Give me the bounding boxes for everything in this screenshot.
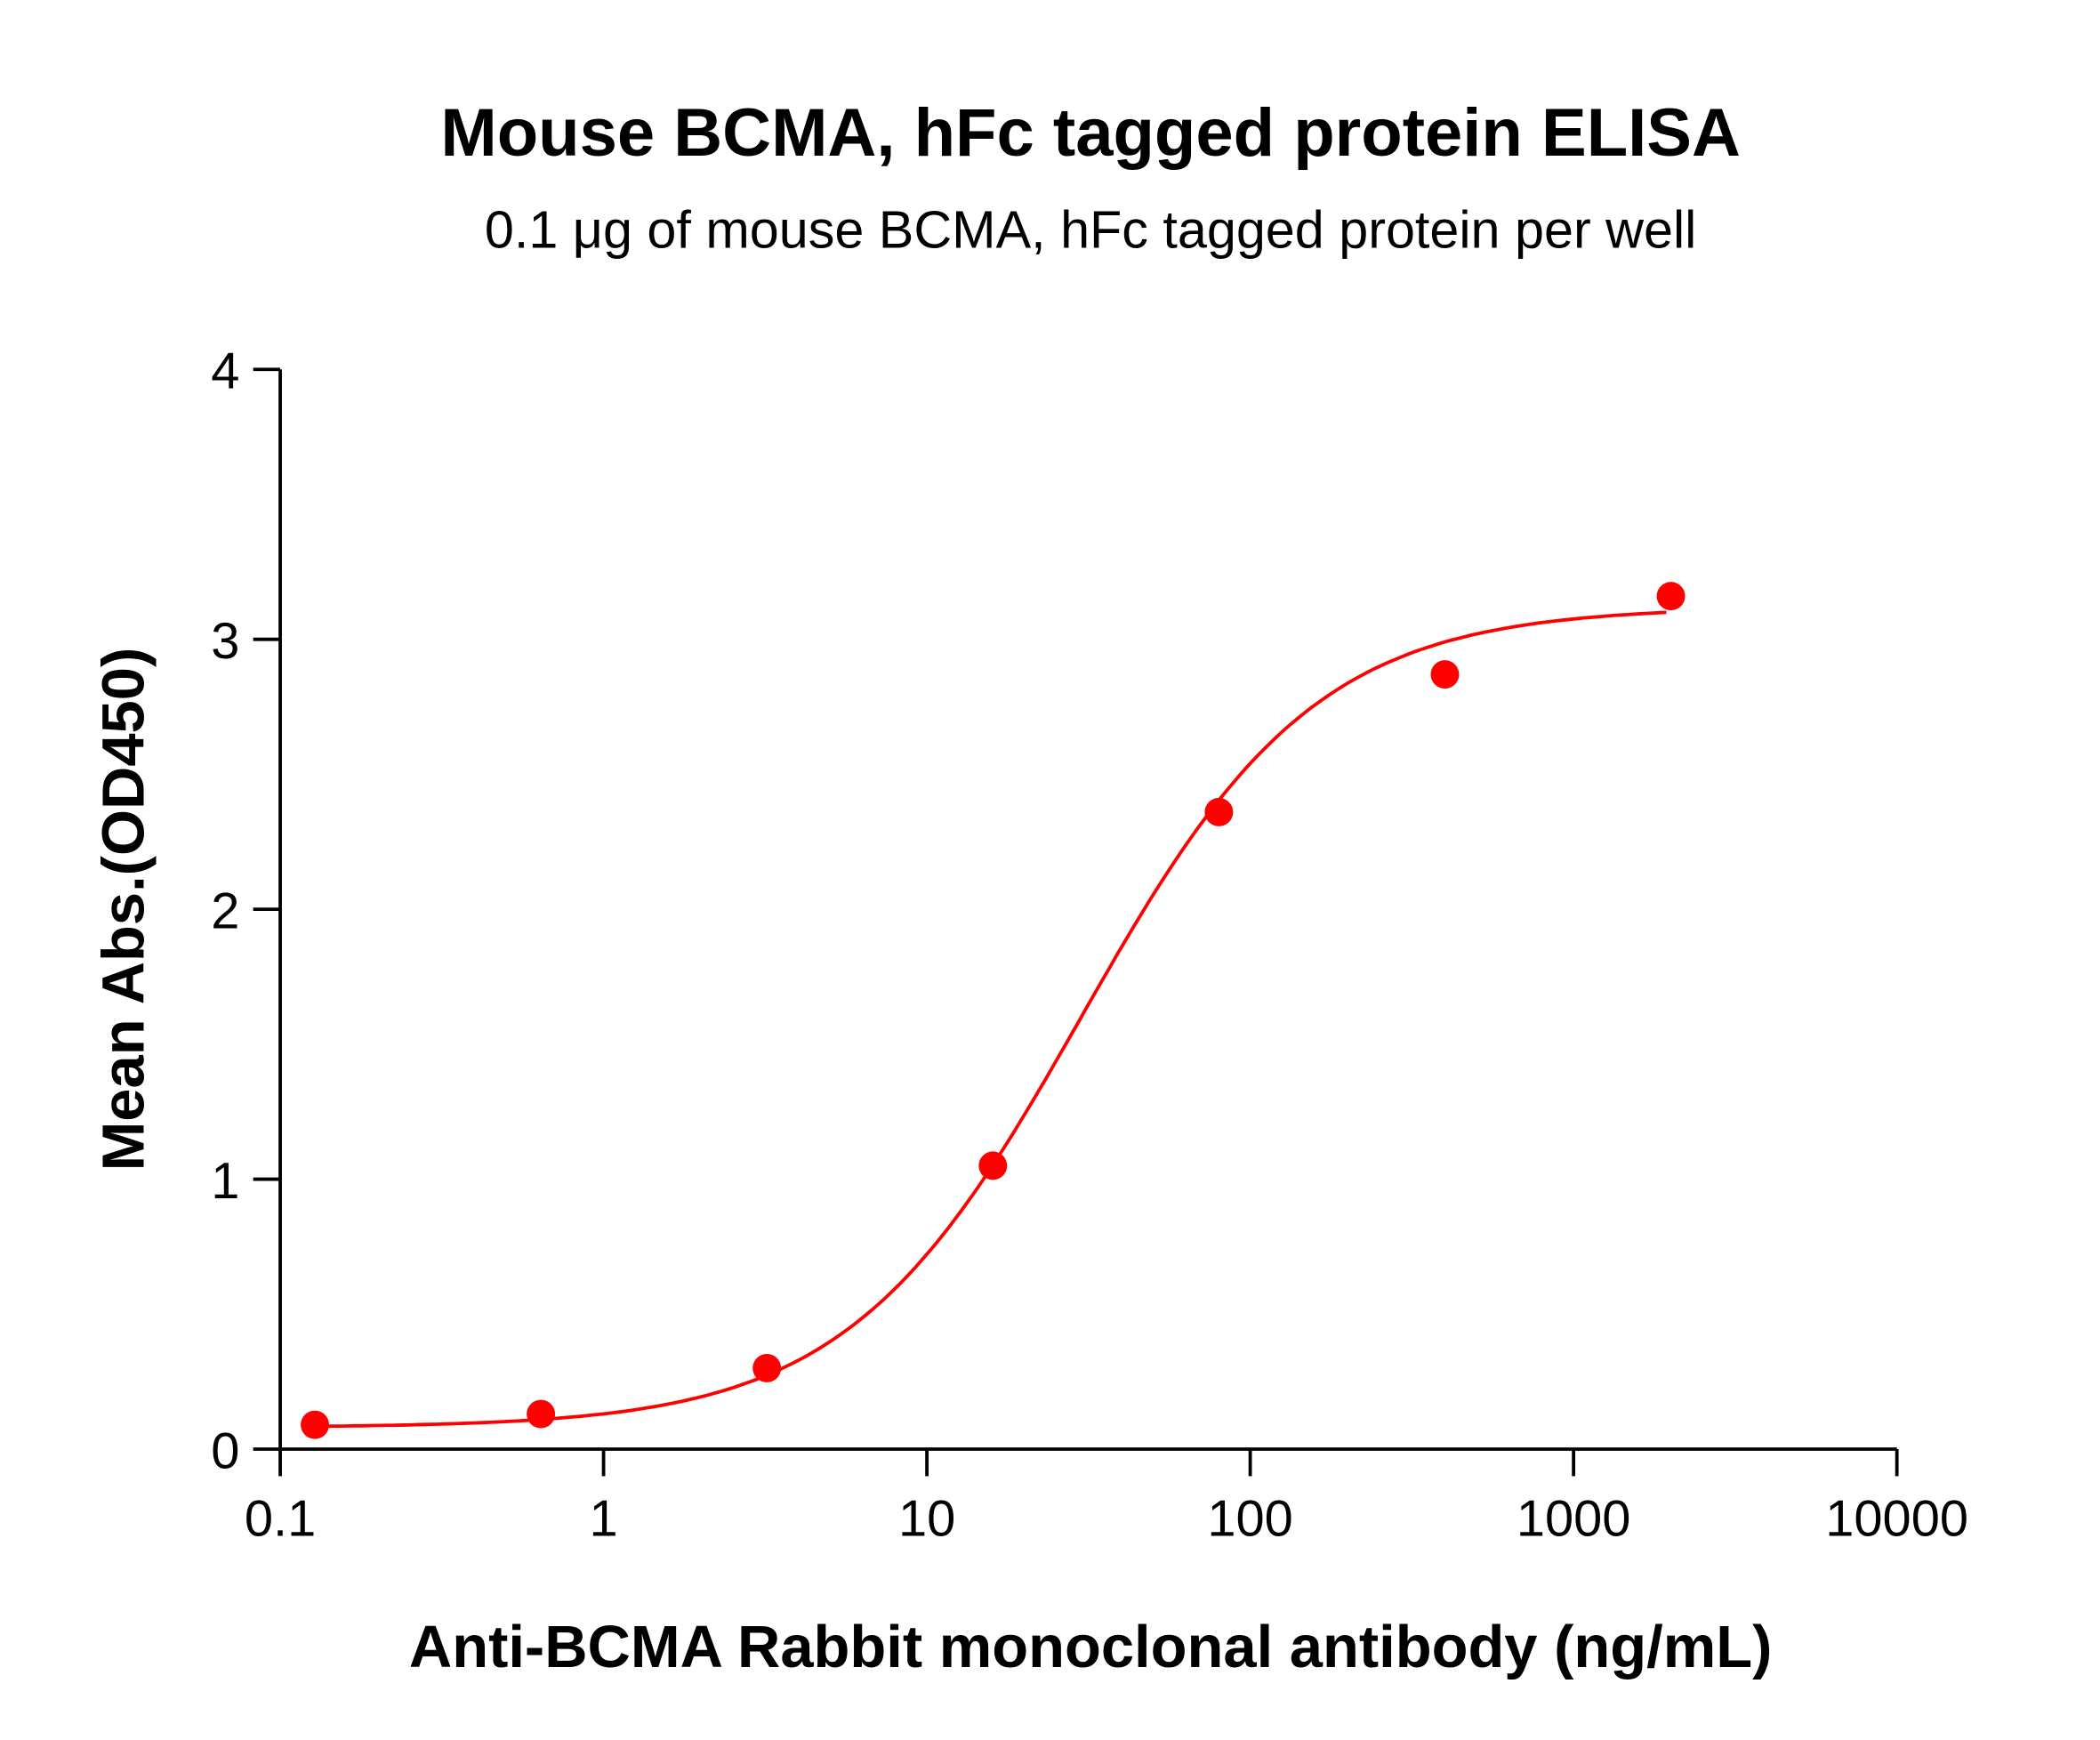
axes: 0.1 1 10 100 1000 10000 0 1 2 3 4 [211,343,1968,1548]
x-tick-label: 0.1 [245,1490,316,1547]
y-tick-label: 3 [211,613,239,670]
chart-subtitle: 0.1 μg of mouse BCMA, hFc tagged protein… [485,199,1696,259]
x-tick-label: 1000 [1517,1490,1631,1547]
data-point [1430,660,1460,689]
x-tick-label: 10000 [1825,1490,1968,1547]
data-points [301,582,1686,1439]
data-point [1656,582,1686,611]
data-point [978,1151,1008,1180]
data-point [527,1399,556,1429]
y-tick-label: 4 [211,343,239,400]
y-tick-label: 2 [211,882,239,939]
fit-curve [314,610,1667,1429]
y-tick-label: 1 [211,1153,239,1210]
data-point [1204,797,1234,826]
x-tick-label: 10 [898,1490,955,1547]
y-axis-label: Mean Abs.(OD450) [90,648,157,1172]
y-tick-label: 0 [211,1422,239,1479]
data-point [752,1353,782,1382]
x-tick-label: 100 [1207,1490,1292,1547]
data-point [301,1410,329,1439]
x-axis-label: Anti-BCMA Rabbit monoclonal antibody (ng… [409,1614,1772,1680]
x-tick-label: 1 [590,1490,618,1547]
chart-title: Mouse BCMA, hFc tagged protein ELISA [440,95,1741,171]
